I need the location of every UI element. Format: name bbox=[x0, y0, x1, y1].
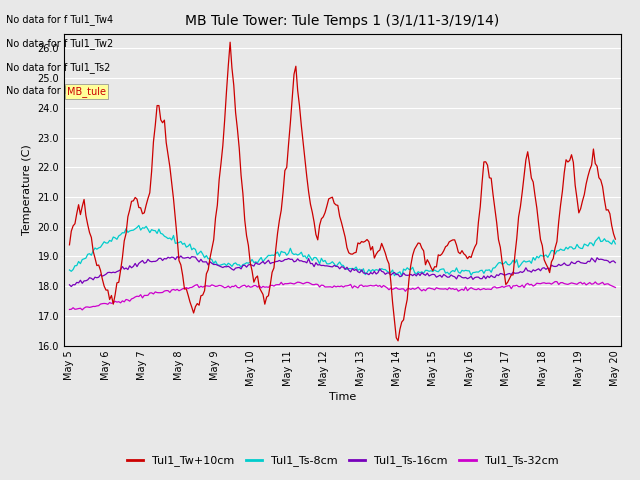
Text: No data for f Tul1_Ts2: No data for f Tul1_Ts2 bbox=[6, 62, 111, 73]
Y-axis label: Temperature (C): Temperature (C) bbox=[22, 144, 32, 235]
Text: No data for f Tul1_Tw2: No data for f Tul1_Tw2 bbox=[6, 38, 114, 49]
Text: No data for f Tul1_Tw4: No data for f Tul1_Tw4 bbox=[6, 14, 113, 25]
Legend: Tul1_Tw+10cm, Tul1_Ts-8cm, Tul1_Ts-16cm, Tul1_Ts-32cm: Tul1_Tw+10cm, Tul1_Ts-8cm, Tul1_Ts-16cm,… bbox=[122, 451, 563, 471]
Title: MB Tule Tower: Tule Temps 1 (3/1/11-3/19/14): MB Tule Tower: Tule Temps 1 (3/1/11-3/19… bbox=[185, 14, 500, 28]
Text: No data for f: No data for f bbox=[6, 86, 71, 96]
Text: MB_tule: MB_tule bbox=[67, 86, 106, 97]
X-axis label: Time: Time bbox=[329, 392, 356, 402]
